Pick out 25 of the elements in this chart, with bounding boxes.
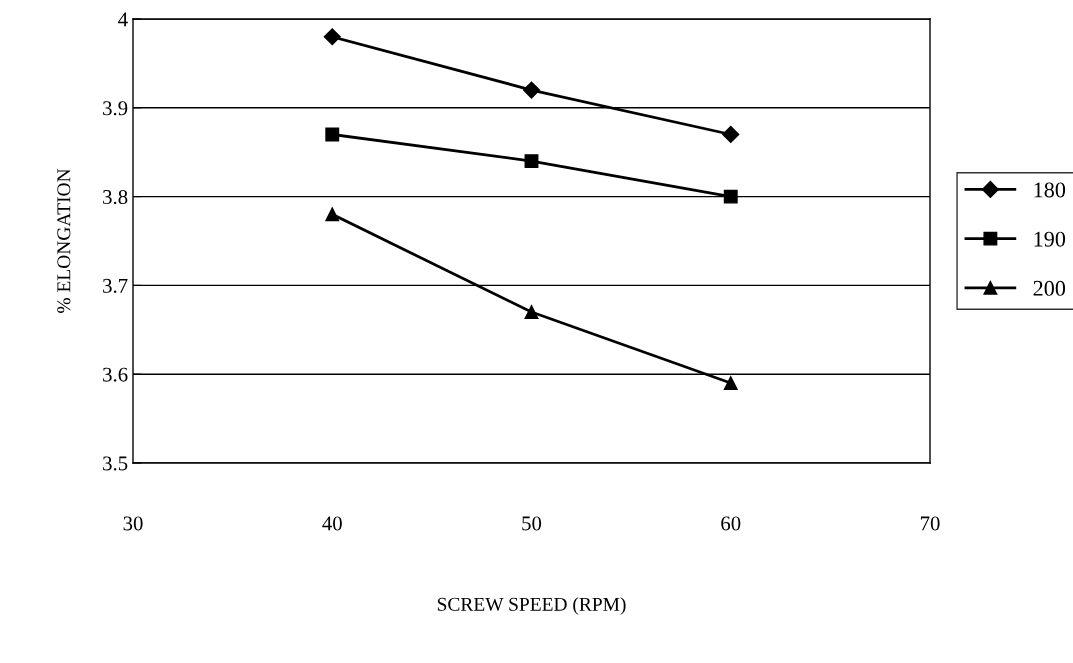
y-tick-label: 3.6 bbox=[103, 367, 128, 382]
point bbox=[524, 154, 539, 169]
y-axis-title: % ELONGATION bbox=[57, 168, 71, 313]
point bbox=[522, 81, 541, 99]
x-tick-label: 50 bbox=[522, 516, 542, 531]
point bbox=[323, 28, 341, 46]
x-tick-label: 30 bbox=[123, 516, 143, 531]
legend-label: 200 bbox=[1033, 280, 1066, 296]
point bbox=[325, 207, 340, 222]
x-tick-label: 60 bbox=[721, 516, 741, 531]
point bbox=[723, 376, 738, 391]
point bbox=[722, 125, 740, 143]
legend-label: 180 bbox=[1034, 182, 1066, 198]
point bbox=[325, 127, 340, 142]
x-tick-label: 70 bbox=[920, 516, 940, 531]
y-tick-label: 4 bbox=[118, 12, 128, 27]
y-tick-label: 3.8 bbox=[103, 189, 128, 205]
point bbox=[524, 305, 539, 319]
y-tick-label: 3.7 bbox=[103, 278, 128, 293]
x-tick-label: 40 bbox=[322, 516, 342, 531]
y-tick-label: 3.9 bbox=[103, 101, 128, 116]
legend-label: 190 bbox=[1034, 231, 1066, 247]
y-tick-label: 3.5 bbox=[103, 456, 128, 471]
x-axis-title: SCREW SPEED (RPM) bbox=[437, 597, 626, 615]
point bbox=[723, 189, 738, 204]
